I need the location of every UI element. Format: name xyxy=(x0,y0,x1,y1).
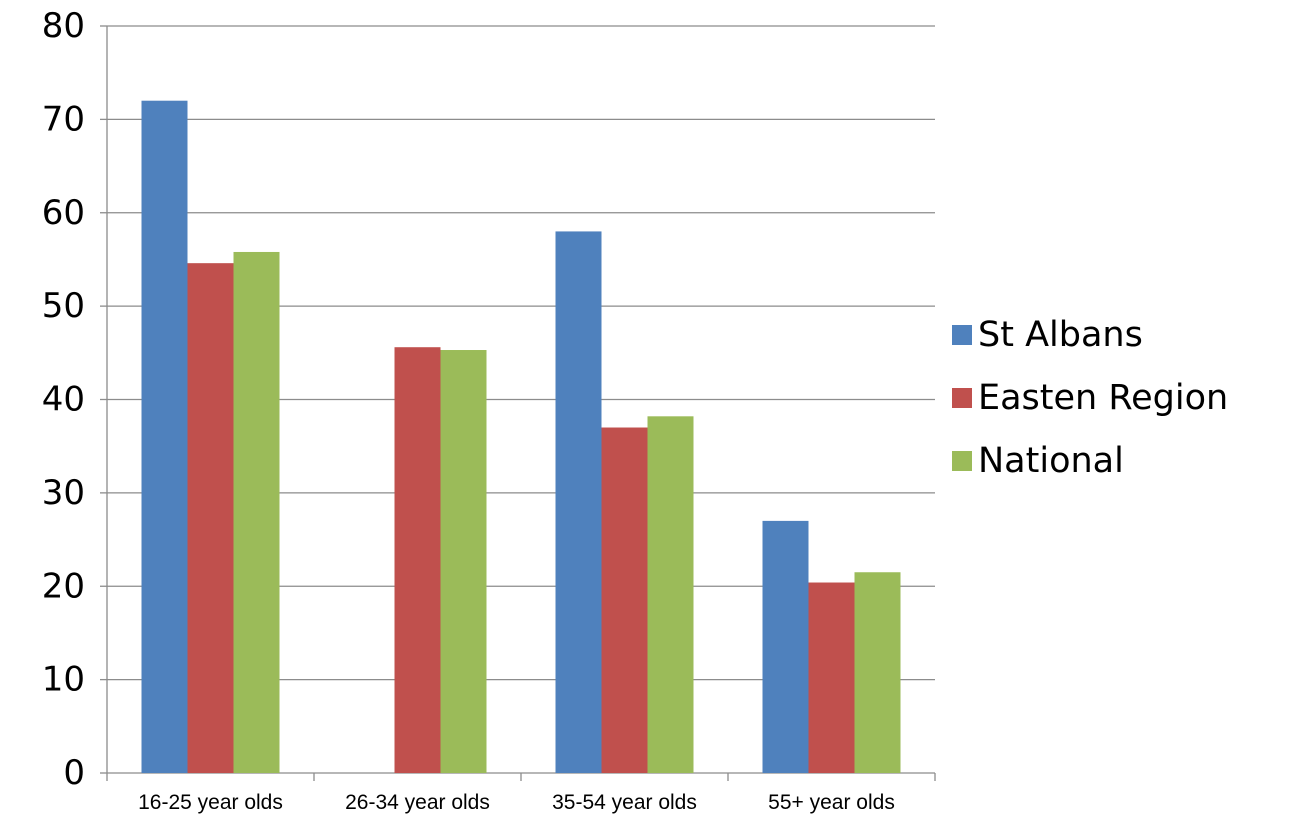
bars xyxy=(141,100,901,774)
x-tick-label: 16-25 year olds xyxy=(138,791,283,814)
bar-national-3 xyxy=(854,572,901,773)
bar-national-2 xyxy=(647,416,694,773)
legend-label: St Albans xyxy=(978,315,1143,355)
bar-easten-region-2 xyxy=(601,427,648,773)
y-tick-label: 30 xyxy=(42,473,85,513)
bar-st-albans-3 xyxy=(762,520,809,773)
legend-swatch xyxy=(952,451,972,471)
x-tick-labels: 16-25 year olds 26-34 year olds 35-54 year… xyxy=(138,791,895,814)
legend-swatch xyxy=(952,388,972,408)
bar-easten-region-0 xyxy=(187,263,234,773)
legend-label: Easten Region xyxy=(978,378,1228,418)
y-tick-label: 50 xyxy=(42,286,85,326)
y-tick-label: 80 xyxy=(42,6,85,46)
y-tick-label: 40 xyxy=(42,380,85,420)
y-tick-label: 0 xyxy=(63,753,85,793)
bar-st-albans-0 xyxy=(141,100,188,773)
y-tick-label: 10 xyxy=(42,660,85,700)
legend-swatch xyxy=(952,325,972,345)
bar-easten-region-3 xyxy=(808,582,855,773)
x-tick-label: 35-54 year olds xyxy=(552,791,697,814)
x-tick-label: 55+ year olds xyxy=(768,791,895,814)
y-tick-labels: 0 10 20 30 40 50 60 70 80 xyxy=(42,6,85,793)
legend: St Albans Easten Region National xyxy=(952,315,1228,481)
y-tick-label: 70 xyxy=(42,99,85,139)
x-tick-label: 26-34 year olds xyxy=(345,791,490,814)
y-tick-label: 60 xyxy=(42,193,85,233)
legend-label: National xyxy=(978,441,1124,481)
bar-national-1 xyxy=(440,350,487,773)
bar-st-albans-2 xyxy=(555,231,602,774)
bar-national-0 xyxy=(233,251,280,773)
bar-easten-region-1 xyxy=(394,347,441,773)
y-tick-label: 20 xyxy=(42,566,85,606)
